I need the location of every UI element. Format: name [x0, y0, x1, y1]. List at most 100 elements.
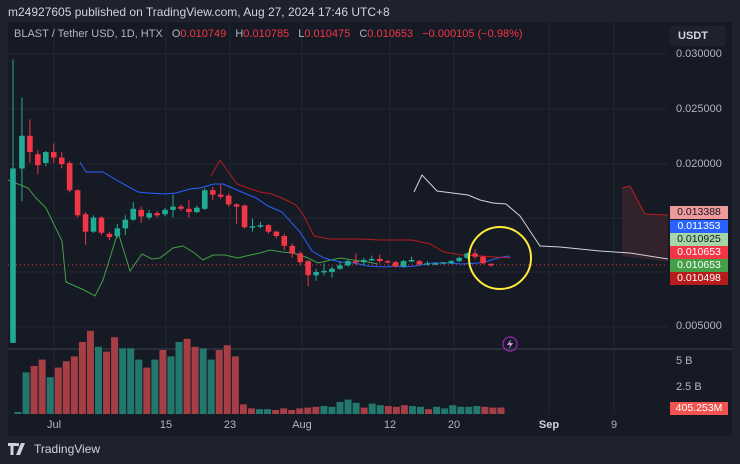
candle-up: [313, 272, 319, 276]
published-line: m24927605 published on TradingView.com, …: [8, 5, 390, 19]
tenkan-sen-line: [79, 161, 511, 268]
volume-bar: [223, 345, 231, 414]
candle-up: [345, 261, 351, 266]
volume-bar: [86, 330, 94, 414]
candle-up: [321, 270, 327, 273]
candle-up: [10, 168, 16, 343]
price-tag-close: 0.010653: [670, 246, 728, 259]
currency-unit-button[interactable]: USDT: [670, 26, 726, 46]
candle-up: [448, 261, 455, 264]
time-tick: Aug: [292, 419, 312, 431]
volume-bar: [207, 359, 215, 414]
volume-bar: [78, 342, 86, 414]
volume-bar: [320, 406, 328, 414]
candle-up: [400, 261, 407, 267]
candle-up: [329, 268, 335, 272]
volume-bar: [312, 406, 320, 414]
volume-bar: [256, 409, 263, 414]
candle-up: [249, 226, 256, 228]
volume-bar: [30, 366, 38, 414]
volume-bar: [264, 409, 272, 414]
volume-bar: [231, 356, 239, 414]
candle-down: [392, 262, 399, 267]
volume-bar: [167, 356, 175, 414]
candle-up: [408, 260, 415, 262]
candle-down: [376, 258, 383, 262]
volume-bar: [247, 408, 255, 414]
candle-down: [233, 204, 240, 207]
candle-up: [424, 263, 431, 265]
time-tick: 12: [383, 419, 397, 431]
candle-up: [464, 253, 470, 258]
candle-down: [50, 152, 57, 158]
candle-down: [273, 231, 280, 237]
volume-bar: [408, 406, 416, 414]
time-tick: Jul: [46, 419, 62, 431]
candle-up: [90, 217, 97, 232]
candle-up: [114, 228, 121, 237]
price-tag-tenkan: 0.011353: [670, 220, 728, 233]
candle-up: [257, 225, 264, 227]
time-tick: 20: [447, 419, 461, 431]
volume-tick: 2.5 B: [676, 381, 702, 393]
volume-bar: [433, 406, 441, 414]
candle-up: [337, 265, 343, 269]
candle-up: [456, 257, 462, 262]
candle-down: [27, 135, 33, 153]
volume-bar: [473, 406, 481, 414]
volume-bar: [159, 350, 167, 414]
candle-down: [480, 256, 486, 264]
candle-down: [353, 261, 359, 263]
volume-bar: [425, 409, 433, 414]
time-tick: 15: [159, 419, 173, 431]
senkou-span-b-line: [413, 174, 669, 260]
volume-tag: 405.253M: [670, 402, 728, 415]
candle-down: [74, 190, 81, 216]
tradingview-logo[interactable]: TradingView: [8, 442, 100, 456]
volume-bar: [481, 406, 489, 414]
volume-bar: [199, 348, 207, 414]
candle-up: [122, 219, 129, 229]
candle-down: [106, 233, 113, 238]
volume-bar: [46, 377, 54, 414]
volume-bar: [457, 406, 465, 414]
candle-up: [146, 213, 152, 218]
volume-bar: [127, 348, 135, 414]
price-tag-kijun: 0.010498: [670, 272, 728, 285]
candle-up: [368, 258, 375, 261]
price-tick: 0.030000: [676, 48, 722, 60]
volume-bar: [304, 407, 312, 414]
high-value: 0.010785: [243, 28, 290, 40]
volume-bar: [360, 407, 368, 414]
candle-up: [170, 206, 176, 210]
candle-down: [98, 217, 105, 233]
lightning-icon: [502, 336, 518, 352]
candle-up: [440, 262, 447, 264]
volume-tick: 5 B: [676, 355, 693, 367]
candle-down: [297, 253, 303, 263]
candle-down: [217, 194, 224, 197]
volume-bar: [465, 406, 473, 414]
candle-down: [488, 263, 494, 266]
volume-bar: [441, 408, 449, 414]
volume-bar: [336, 402, 344, 414]
volume-bar: [368, 403, 376, 414]
price-tick: 0.025000: [676, 103, 722, 115]
candle-down: [58, 157, 65, 165]
time-tick: 9: [610, 419, 618, 431]
volume-bar: [328, 406, 336, 414]
volume-bar: [111, 337, 119, 414]
senkou-span-a-line: [621, 185, 669, 216]
candle-up: [19, 135, 25, 169]
close-value: 0.010653: [367, 28, 414, 40]
highlight-circle: [468, 226, 532, 290]
volume-bar: [54, 367, 62, 414]
candle-down: [178, 206, 184, 209]
price-tag-chikou: 0.010653: [670, 259, 728, 272]
candle-down: [138, 209, 144, 217]
time-tick: Sep: [538, 419, 560, 431]
volume-bar: [272, 410, 280, 414]
volume-bar: [417, 406, 424, 414]
volume-bar: [175, 342, 183, 414]
